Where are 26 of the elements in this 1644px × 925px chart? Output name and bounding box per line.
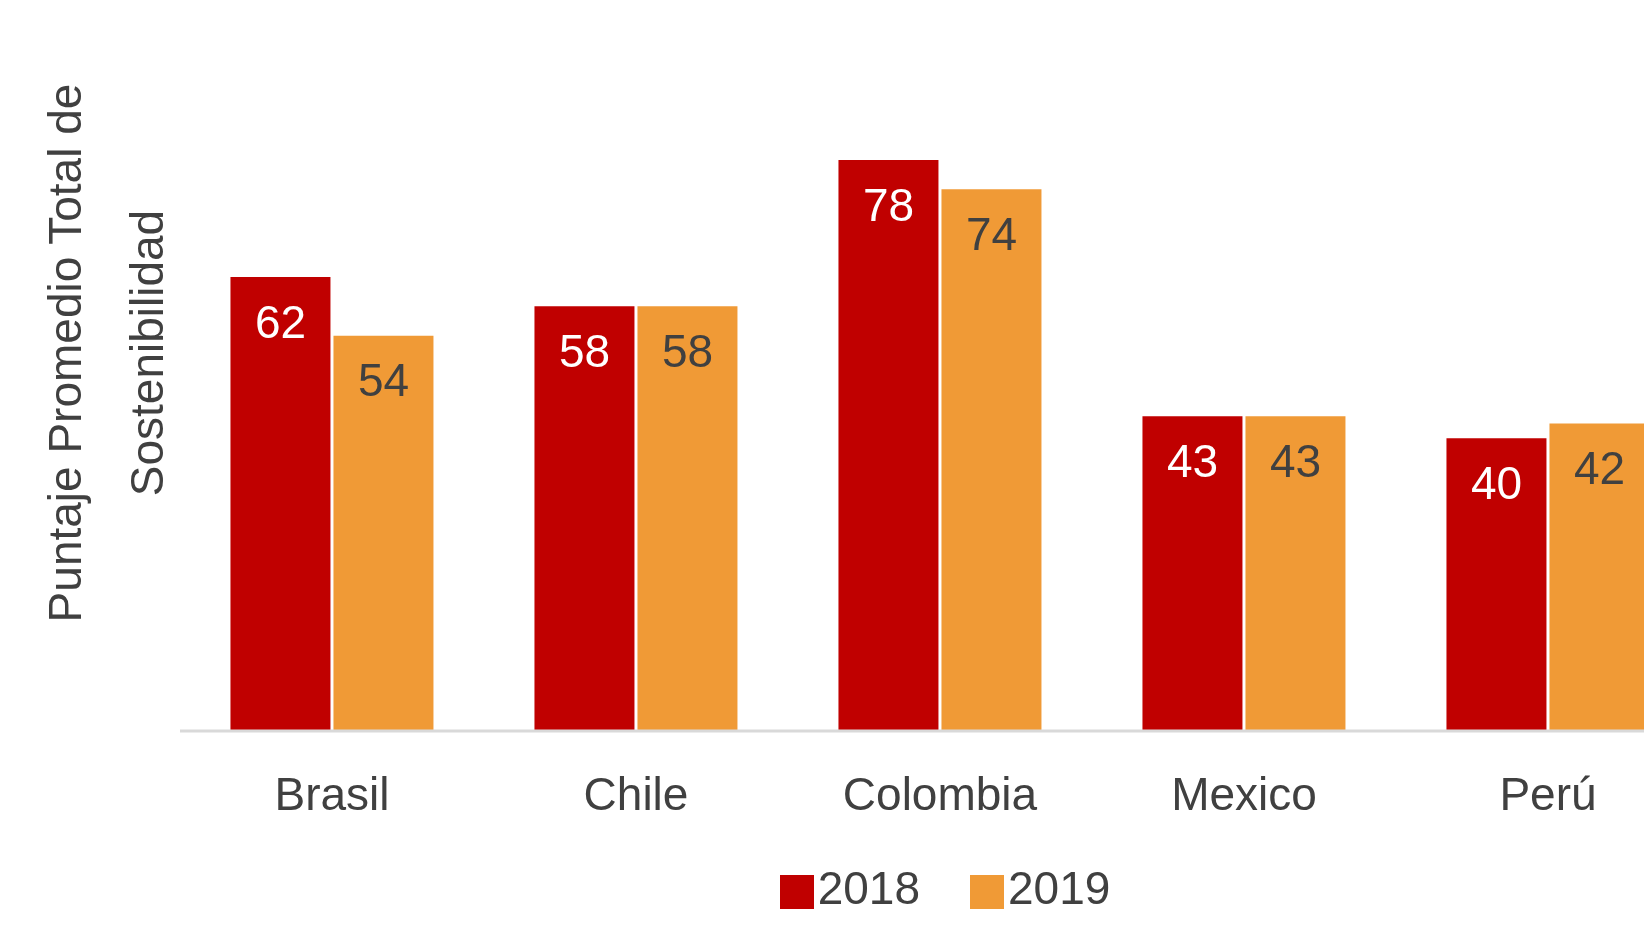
data-label: 43 <box>1269 434 1322 487</box>
x-tick-label: Brasil <box>274 767 390 820</box>
legend-label: 2019 <box>1008 862 1111 914</box>
x-tick-label: Colombia <box>842 767 1038 820</box>
data-label: 78 <box>862 178 915 231</box>
y-axis-title: Puntaje Promedio Total de Sostenibilidad <box>38 82 174 625</box>
data-label: 54 <box>357 354 410 407</box>
bar <box>230 277 331 731</box>
bar <box>838 159 939 731</box>
data-label: 43 <box>1166 434 1219 487</box>
bar <box>534 306 635 731</box>
data-label: 40 <box>1470 456 1523 509</box>
legend-label: 2018 <box>817 862 920 914</box>
x-tick-label: Chile <box>583 767 689 820</box>
bar <box>1245 416 1346 731</box>
x-tick-label: Mexico <box>1171 767 1317 820</box>
bar <box>941 189 1042 731</box>
data-label: 58 <box>661 325 714 377</box>
bar <box>333 335 434 731</box>
data-label: 58 <box>558 325 611 377</box>
x-tick-label: Perú <box>1499 767 1597 820</box>
data-label: 62 <box>254 295 307 348</box>
data-label: 42 <box>1573 442 1626 495</box>
data-label: 74 <box>965 207 1018 260</box>
bar <box>1142 416 1243 731</box>
bar <box>637 306 738 731</box>
